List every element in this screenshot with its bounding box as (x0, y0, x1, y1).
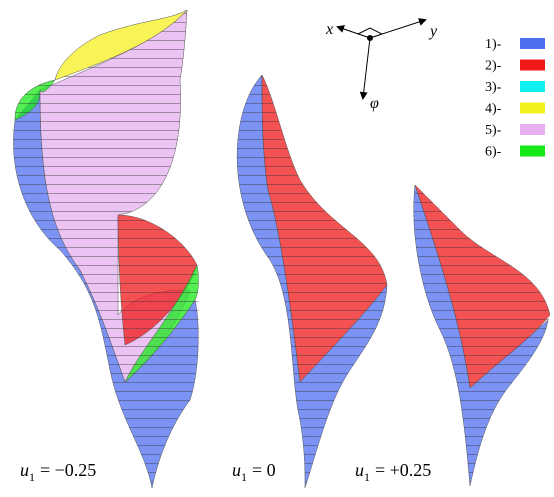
legend-label: 2)- (485, 59, 502, 74)
caption: u1 = −0.25 (20, 460, 96, 484)
legend-label: 3)- (485, 80, 502, 95)
legend-swatch (520, 81, 545, 92)
corner-box (358, 28, 382, 34)
surface-right (414, 185, 550, 486)
caption: u1 = +0.25 (355, 460, 431, 484)
caption-symbol: u (20, 460, 29, 480)
y-axis-label: y (428, 23, 438, 40)
caption-subscript: 1 (29, 470, 35, 484)
legend-swatch (520, 124, 545, 135)
y-axis-arrow (370, 20, 425, 38)
caption-subscript: 1 (241, 470, 247, 484)
legend-label: 4)- (485, 102, 502, 117)
caption-value: = −0.25 (40, 460, 96, 480)
caption-subscript: 1 (364, 470, 370, 484)
caption-symbol: u (232, 460, 241, 480)
surface-left (13, 10, 198, 488)
caption: u1 = 0 (232, 460, 276, 484)
origin (368, 36, 373, 41)
axis-triad (338, 20, 425, 98)
surface-middle (237, 75, 387, 488)
legend-swatch (520, 103, 545, 114)
legend-swatch (520, 60, 545, 71)
x-axis-label: x (325, 21, 333, 38)
figure: x y φ 1)-2)-3)-4)-5)-6)- u1= −0.25u1= 0u… (0, 0, 554, 492)
legend: 1)- 2)- 3)- 4)- 5)- 6)- (485, 37, 545, 160)
legend-label: 5)- (485, 123, 502, 138)
phi-axis-arrow (363, 38, 370, 98)
caption-value: = +0.25 (375, 460, 431, 480)
legend-label: 6)- (485, 145, 502, 160)
legend-label: 1)- (485, 37, 502, 52)
phi-axis-label: φ (370, 95, 379, 112)
legend-swatch (520, 38, 545, 49)
page: {"figure": { "axes": {"x": "x", "y": "y"… (0, 0, 554, 492)
x-axis-arrow (338, 27, 370, 38)
caption-value: = 0 (252, 460, 276, 480)
caption-symbol: u (355, 460, 364, 480)
legend-swatch (520, 146, 545, 157)
